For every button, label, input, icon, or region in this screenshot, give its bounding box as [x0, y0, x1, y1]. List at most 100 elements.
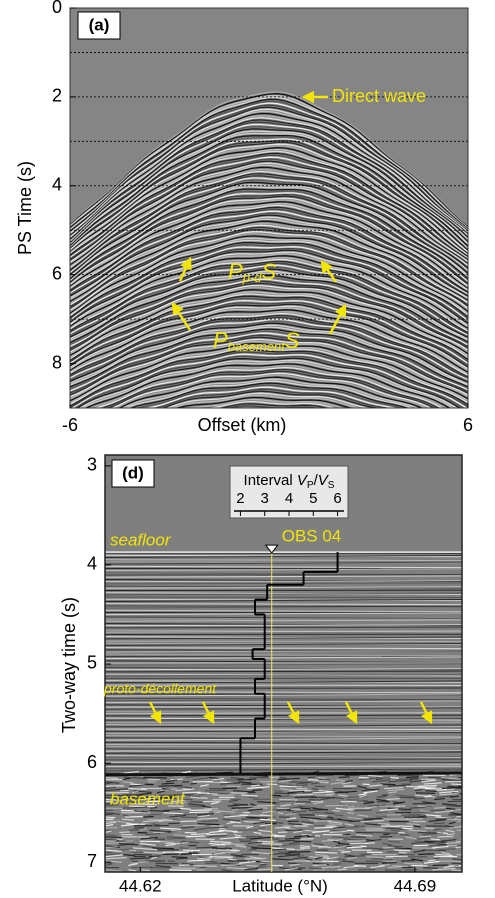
reflection — [70, 172, 468, 271]
reflection — [297, 855, 304, 858]
reflection — [412, 847, 436, 849]
reflection — [281, 843, 300, 847]
reflection — [412, 802, 434, 805]
reflection — [70, 244, 468, 320]
reflection — [105, 626, 462, 629]
reflection — [105, 838, 120, 842]
reflection — [171, 856, 188, 859]
reflection — [301, 820, 314, 824]
reflection — [259, 818, 276, 822]
reflection — [70, 268, 468, 339]
reflection — [144, 796, 163, 799]
reflection — [143, 776, 168, 779]
reflection — [179, 864, 190, 867]
reflection — [209, 792, 229, 795]
reflection — [445, 780, 462, 783]
reflection — [201, 805, 212, 809]
reflection — [190, 796, 208, 799]
reflection — [443, 865, 455, 869]
reflection — [449, 795, 460, 798]
reflection — [357, 814, 369, 817]
reflection — [219, 836, 240, 840]
reflection — [318, 781, 329, 784]
reflection — [328, 823, 343, 826]
reflection — [161, 787, 172, 791]
y-tick-label: 5 — [87, 653, 97, 673]
reflection — [70, 202, 468, 291]
reflection — [70, 195, 468, 286]
reflection — [70, 98, 468, 230]
reflection — [224, 814, 249, 818]
reflection — [162, 797, 169, 801]
reflection — [417, 784, 438, 787]
reflection — [293, 830, 303, 834]
reflection — [386, 788, 405, 792]
reflection — [70, 264, 468, 336]
reflection — [105, 834, 117, 837]
reflection — [165, 843, 176, 847]
reflection — [448, 821, 456, 825]
reflection — [388, 840, 401, 843]
reflection — [70, 170, 468, 269]
x-tick-label: 44.69 — [394, 876, 437, 895]
reflection — [347, 856, 357, 860]
inset-title-text: Interval — [244, 472, 297, 489]
reflection — [170, 829, 181, 833]
reflection — [300, 816, 321, 820]
reflection — [128, 828, 147, 831]
reflection — [105, 730, 462, 734]
reflection — [384, 869, 402, 872]
plot-frame — [69, 7, 469, 409]
reflection — [330, 781, 343, 785]
reflection — [105, 754, 462, 758]
reflection — [185, 794, 201, 798]
reflection — [105, 592, 462, 595]
reflection — [225, 847, 233, 850]
reflection — [165, 801, 187, 805]
reflection — [257, 840, 274, 843]
reflection — [378, 847, 394, 851]
reflection — [455, 846, 462, 849]
reflection — [119, 848, 134, 851]
reflection — [441, 786, 458, 790]
reflection — [237, 829, 259, 831]
arrow — [328, 303, 347, 335]
reflection — [168, 822, 180, 825]
reflection — [70, 112, 468, 236]
reflection — [70, 100, 468, 230]
panel-label-box — [111, 459, 155, 488]
reflection — [300, 807, 311, 810]
reflection — [332, 809, 341, 812]
reflection — [277, 807, 301, 811]
reflection — [70, 324, 468, 385]
reflection — [312, 807, 329, 811]
reflection — [212, 778, 225, 781]
reflection — [183, 398, 345, 408]
reflection — [295, 848, 305, 851]
reflection — [338, 803, 352, 807]
reflection — [379, 808, 399, 812]
reflection — [358, 776, 369, 779]
reflection — [70, 164, 468, 264]
reflection — [398, 831, 405, 834]
reflection — [105, 642, 462, 646]
reflection — [433, 822, 445, 825]
reflection — [76, 357, 462, 408]
reflection — [70, 108, 468, 234]
reflection — [190, 782, 197, 785]
reflection — [362, 847, 384, 850]
reflection — [197, 814, 211, 818]
reflection — [318, 845, 328, 849]
reflection — [408, 829, 427, 832]
reflection — [105, 575, 462, 578]
reflection — [445, 807, 456, 810]
reflection — [196, 813, 214, 816]
reflection — [70, 216, 468, 299]
reflection — [71, 353, 468, 408]
annotation: basement — [110, 789, 186, 808]
reflection — [239, 860, 256, 864]
reflection — [241, 794, 258, 797]
reflection — [220, 782, 240, 785]
reflection — [70, 253, 468, 328]
reflection — [370, 865, 385, 869]
